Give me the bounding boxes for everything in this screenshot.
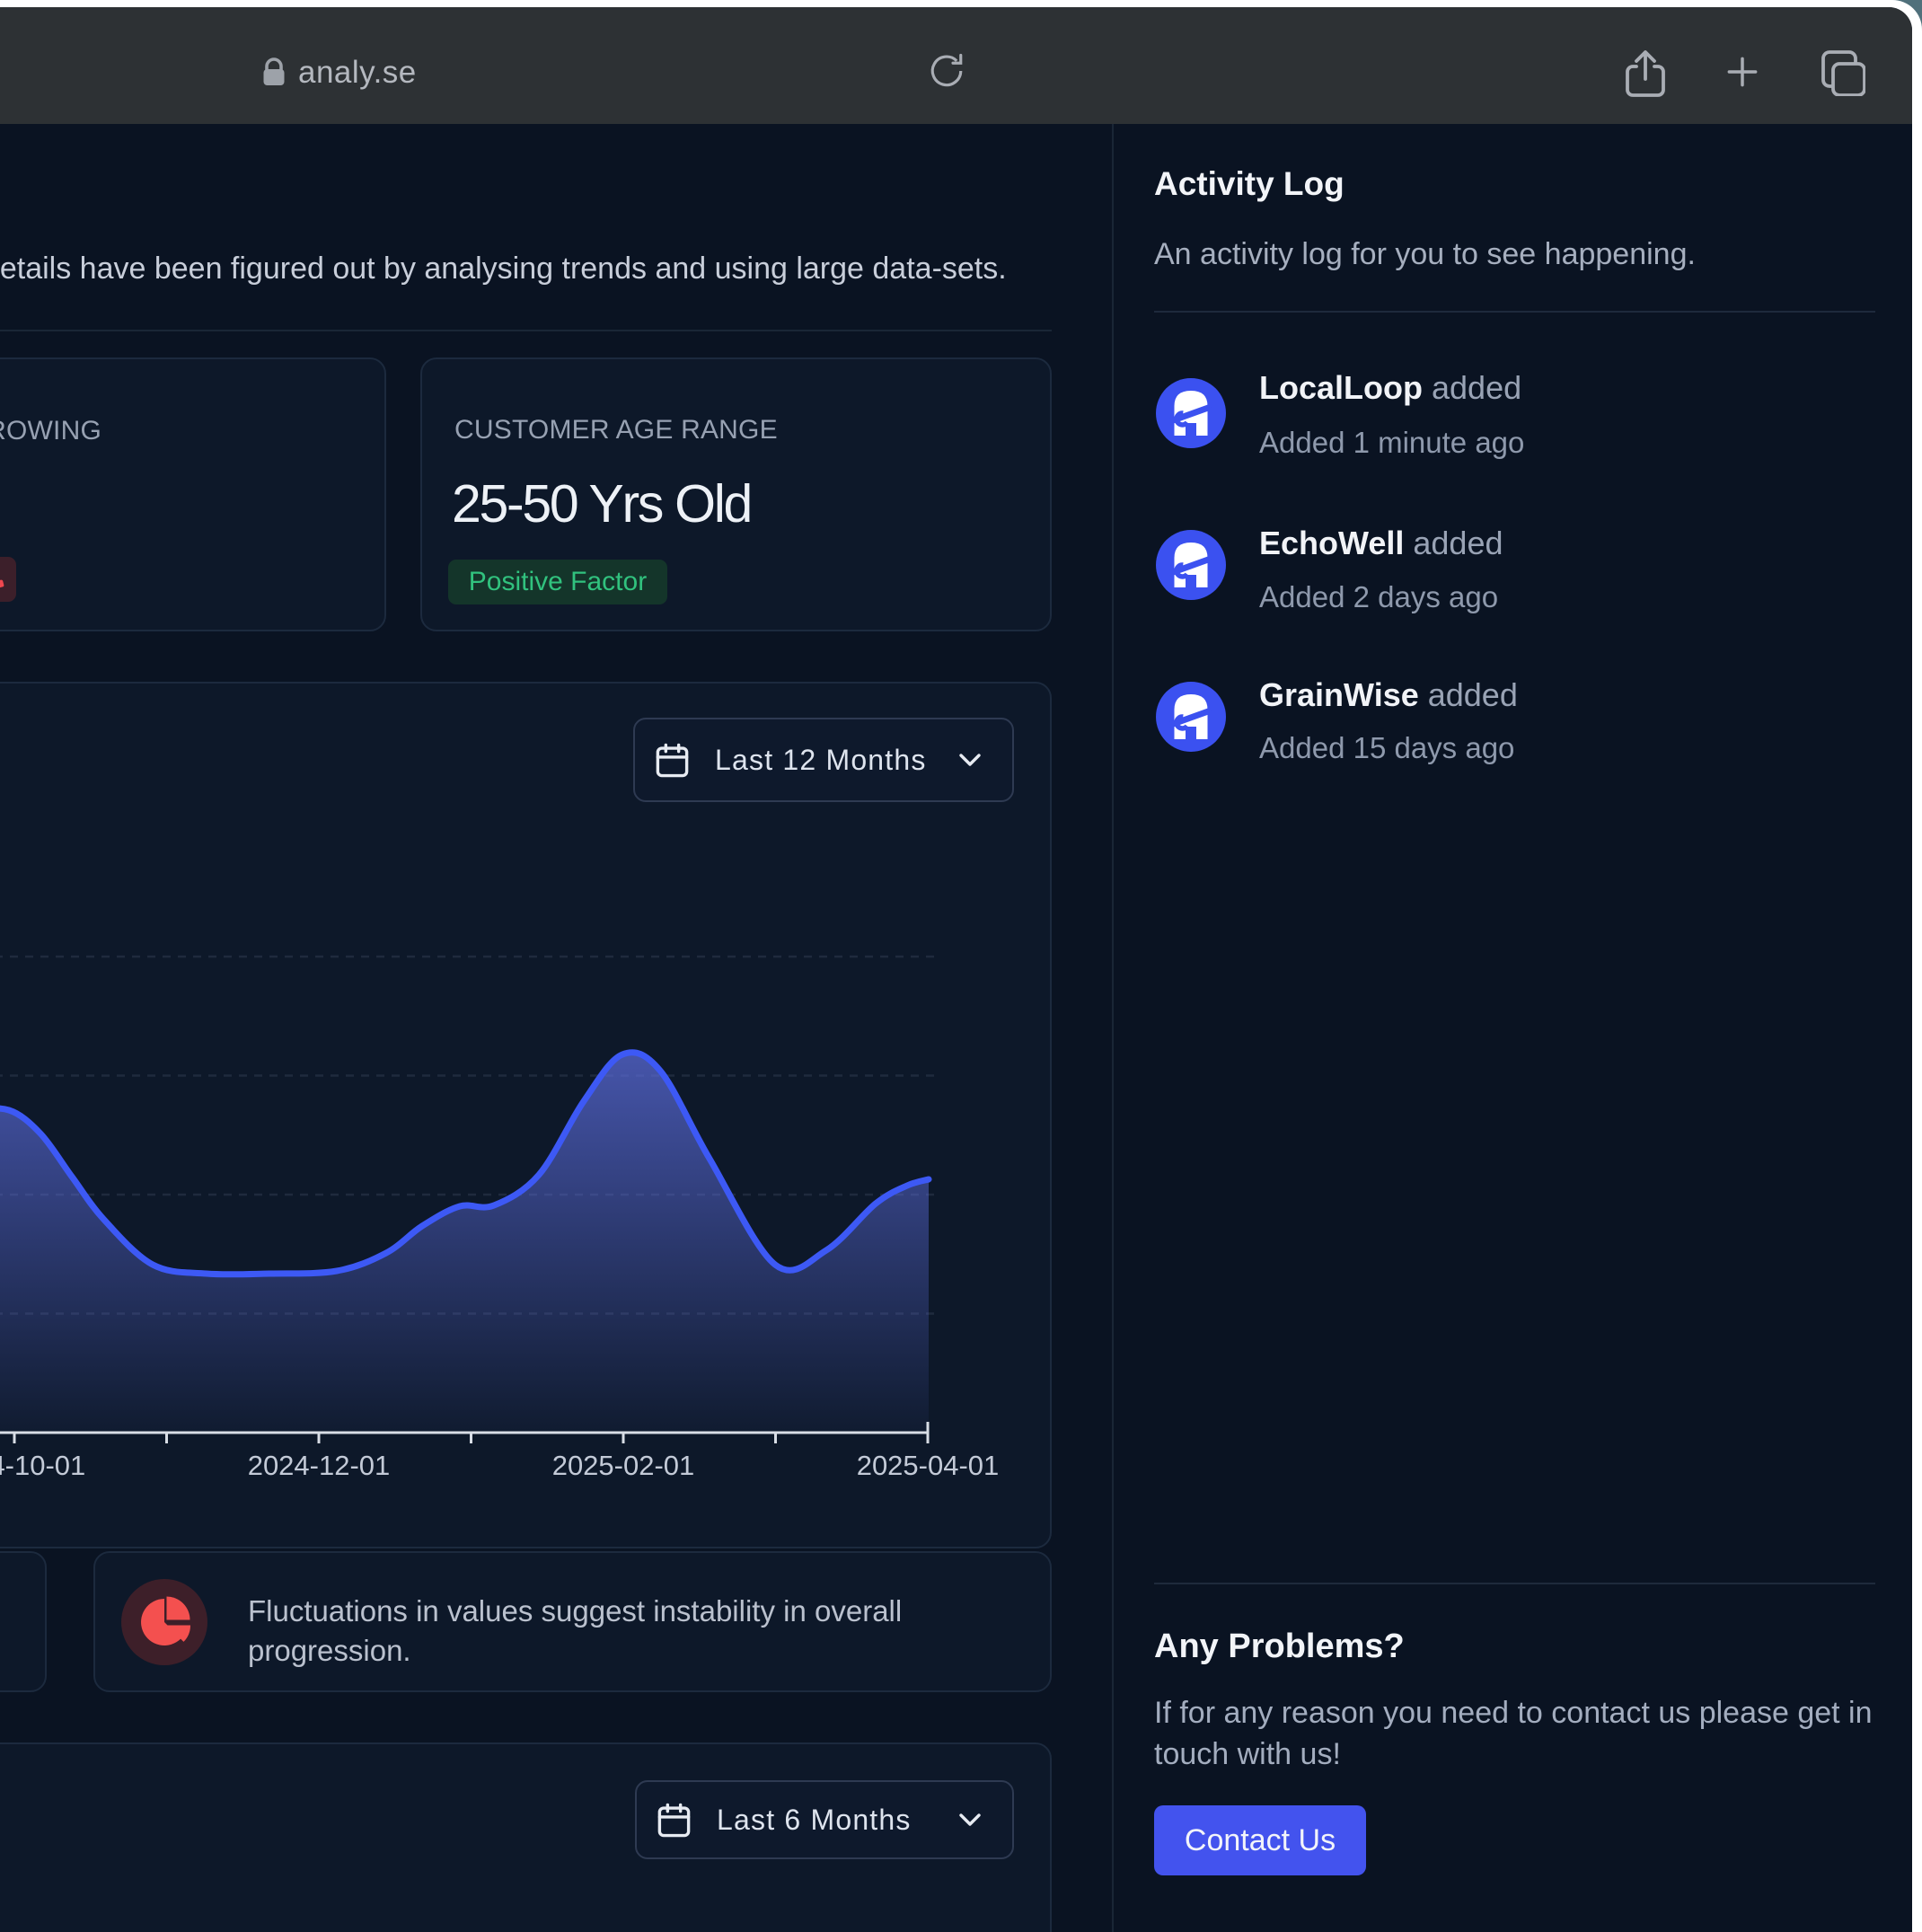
svg-text:2025-02-01: 2025-02-01 <box>552 1450 695 1481</box>
svg-text:2025-04-01: 2025-04-01 <box>857 1450 1000 1481</box>
svg-text:2024-12-01: 2024-12-01 <box>248 1450 391 1481</box>
svg-text:2024-10-01: 2024-10-01 <box>0 1450 85 1481</box>
